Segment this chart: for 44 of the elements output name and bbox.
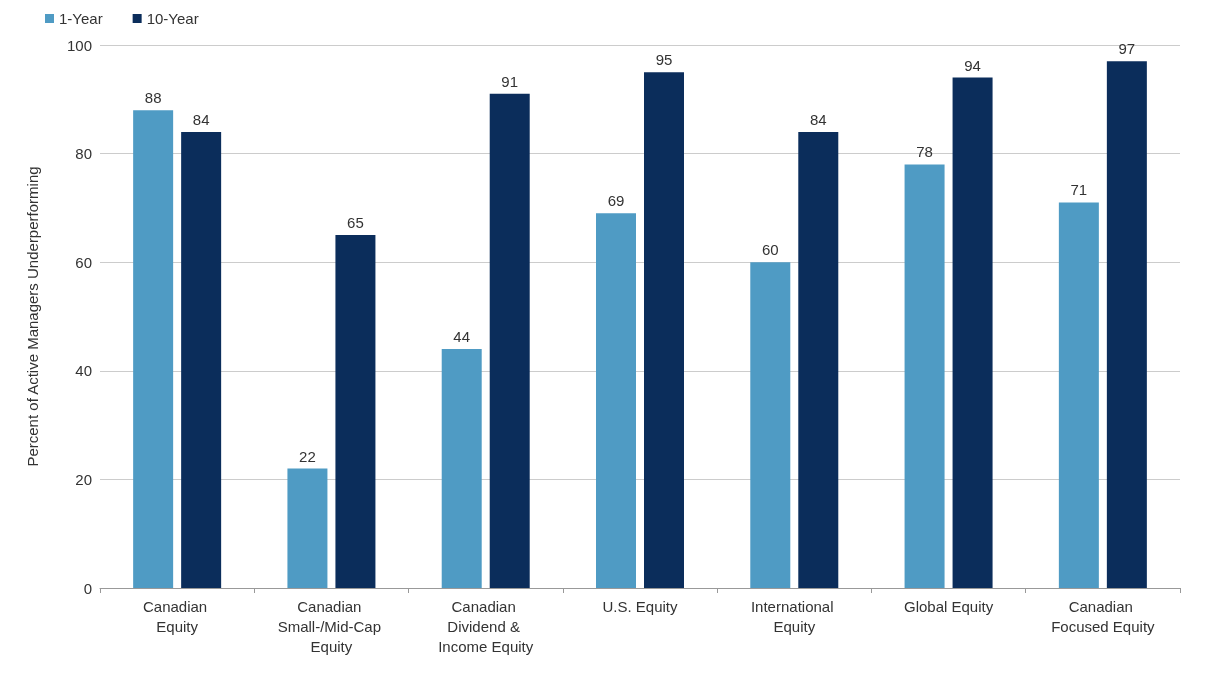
bar [335,235,376,588]
data-label: 88 [144,89,162,107]
data-label: 69 [607,192,625,210]
bar [952,77,993,588]
bar [798,131,839,588]
x-tick-label: Canadian Dividend & Income Equity [438,597,534,655]
bar [1106,61,1147,588]
data-label: 95 [655,51,673,69]
data-label: 91 [501,72,519,90]
data-label: 44 [453,328,471,346]
bar [441,349,482,588]
data-label: 94 [964,56,981,74]
y-tick-label: 60 [75,253,92,271]
x-tick-label: International Equity [750,597,838,635]
y-tick-label: 0 [83,579,92,597]
legend-label: 10-Year [146,10,199,27]
data-label: 84 [192,110,210,128]
bar [133,110,174,588]
x-tick-label: Canadian Small-/Mid-Cap Equity [277,597,386,655]
x-tick-label: Global Equity [903,597,994,615]
data-label: 60 [761,241,779,259]
data-label: 65 [347,214,364,232]
bar [489,93,530,588]
bar [904,164,945,588]
bar [1058,202,1099,588]
bar [750,262,791,588]
data-label: 78 [916,143,933,161]
x-tick-label: Canadian Focused Equity [1051,597,1156,635]
legend-label: 1-Year [59,10,103,27]
y-tick-label: 80 [75,145,92,163]
y-axis-title: Percent of Active Managers Underperforming [24,166,41,467]
bar [644,72,684,588]
y-tick-label: 40 [75,362,92,380]
data-label: 84 [809,110,827,128]
data-label: 22 [299,447,316,465]
data-label: 71 [1070,181,1088,199]
x-tick-label: U.S. Equity [602,597,679,615]
y-tick-label: 20 [75,470,92,488]
x-tick-label: Canadian Equity [142,597,212,635]
y-tick-label: 100 [66,36,92,54]
bar [287,468,328,588]
data-label: 97 [1118,40,1136,58]
bar [181,131,222,588]
bar [596,213,636,588]
